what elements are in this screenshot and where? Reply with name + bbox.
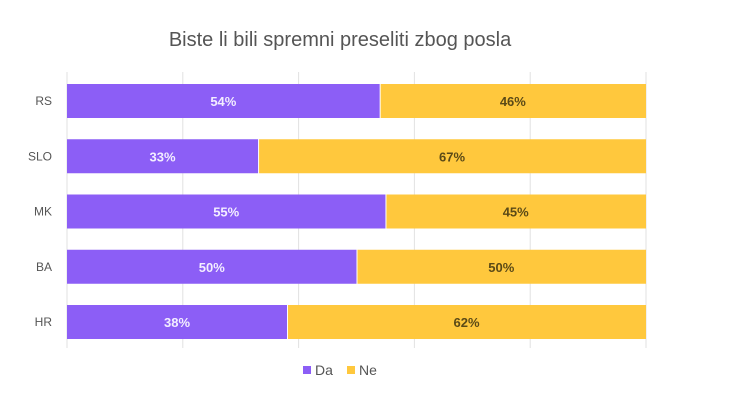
legend-label-da: Da [315, 362, 333, 378]
legend: Da Ne [303, 362, 377, 378]
bar-ne-mk [386, 194, 646, 229]
data-label-da-rs: 54% [210, 94, 236, 109]
category-label-rs: RS [35, 94, 52, 108]
legend-swatch-ne [347, 366, 355, 374]
chart-title: Biste li bili spremni preseliti zbog pos… [169, 29, 512, 51]
category-label-mk: MK [34, 205, 52, 219]
category-labels: RS SLO MK BA HR [28, 94, 52, 329]
data-label-da-hr: 38% [164, 315, 190, 330]
bar-ne-slo [259, 139, 646, 174]
data-label-ne-ba: 50% [488, 260, 514, 275]
legend-label-ne: Ne [359, 362, 377, 378]
data-label-da-ba: 50% [199, 260, 225, 275]
data-label-da-slo: 33% [150, 149, 176, 164]
data-label-ne-slo: 67% [439, 149, 465, 164]
data-labels: 54% 46% 33% 67% 55% 45% 50% 50% 38% 62% [150, 94, 530, 330]
category-label-ba: BA [36, 260, 52, 274]
legend-swatch-da [303, 366, 311, 374]
bar-ne-hr [288, 305, 646, 339]
category-label-hr: HR [35, 315, 53, 329]
data-label-ne-rs: 46% [500, 94, 526, 109]
data-label-ne-mk: 45% [503, 205, 529, 220]
bar-da-mk [67, 194, 386, 229]
data-label-da-mk: 55% [213, 205, 239, 220]
bar-ne-rs [380, 84, 646, 118]
bar-da-slo [67, 139, 259, 174]
bar-ne-ba [357, 249, 646, 284]
bar-da-rs [67, 84, 380, 118]
bar-da-hr [67, 305, 288, 339]
bar-da-ba [67, 249, 357, 284]
bars [67, 84, 646, 339]
data-label-ne-hr: 62% [453, 315, 479, 330]
category-label-slo: SLO [28, 149, 52, 163]
